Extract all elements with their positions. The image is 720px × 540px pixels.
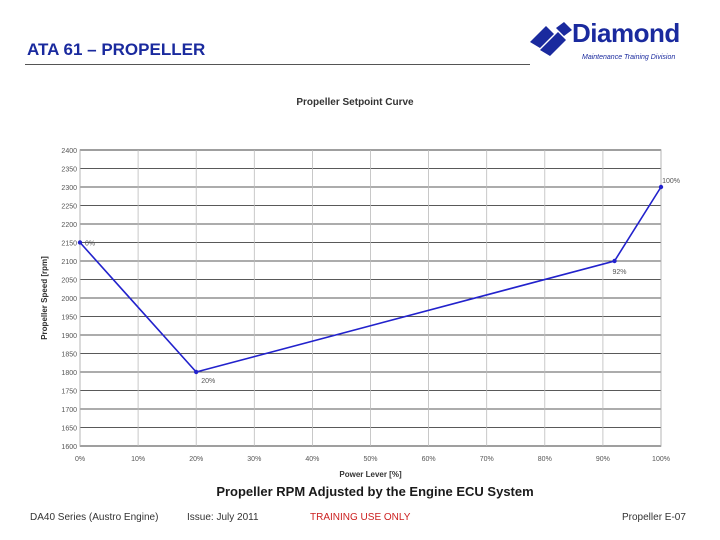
footer-page-number: Propeller E-07 [622, 512, 686, 523]
logo-wordmark: Diamond [572, 18, 680, 48]
x-tick-label: 60% [422, 456, 436, 463]
x-tick-label: 30% [247, 456, 261, 463]
x-tick-label: 50% [363, 456, 377, 463]
chart-caption: Propeller RPM Adjusted by the Engine ECU… [216, 484, 534, 499]
data-label: 0% [85, 241, 95, 248]
y-tick-label: 1950 [61, 315, 77, 322]
diamond-logo: Diamond Maintenance Training Division [528, 18, 698, 70]
y-tick-label: 1750 [61, 389, 77, 396]
page-title: ATA 61 – PROPELLER [27, 40, 206, 59]
y-tick-label: 2350 [61, 167, 77, 174]
series-line [79, 186, 662, 373]
footer-series: DA40 Series (Austro Engine) [30, 512, 159, 523]
y-tick-label: 2050 [61, 278, 77, 285]
chart-title: Propeller Setpoint Curve [296, 97, 414, 108]
y-tick-label: 2100 [61, 259, 77, 266]
x-tick-label: 40% [305, 456, 319, 463]
data-label: 92% [613, 269, 627, 276]
x-tick-label: 0% [75, 456, 85, 463]
x-tick-label: 80% [538, 456, 552, 463]
y-tick-label: 2400 [61, 148, 77, 155]
footer-issue: Issue: July 2011 [187, 512, 259, 523]
y-tick-label: 1600 [61, 444, 77, 451]
data-point [194, 369, 199, 375]
y-tick-label: 1700 [61, 407, 77, 414]
x-axis-label: Power Lever [%] [339, 470, 402, 479]
y-tick-label: 1850 [61, 352, 77, 359]
y-tick-label: 2250 [61, 204, 77, 211]
y-tick-label: 2000 [61, 296, 77, 303]
data-label: 20% [201, 378, 215, 385]
y-axis-label: Propeller Speed [rpm] [40, 256, 49, 340]
x-tick-label: 20% [189, 456, 203, 463]
x-tick-label: 90% [596, 456, 610, 463]
x-tick-label: 100% [652, 456, 670, 463]
x-tick-label: 10% [131, 456, 145, 463]
y-tick-label: 1800 [61, 370, 77, 377]
y-tick-label: 2300 [61, 185, 77, 192]
y-tick-label: 2150 [61, 241, 77, 248]
data-point [612, 258, 617, 264]
diamond-logo-icon [530, 22, 572, 56]
y-tick-label: 1900 [61, 333, 77, 340]
x-tick-label: 70% [480, 456, 494, 463]
footer-training-notice: TRAINING USE ONLY [310, 512, 411, 523]
header-divider [25, 64, 530, 65]
data-label: 100% [662, 178, 680, 185]
data-point [77, 240, 83, 245]
data-point [658, 184, 664, 190]
y-tick-label: 1650 [61, 426, 77, 433]
y-tick-label: 2200 [61, 222, 77, 229]
logo-subtitle: Maintenance Training Division [582, 54, 676, 61]
